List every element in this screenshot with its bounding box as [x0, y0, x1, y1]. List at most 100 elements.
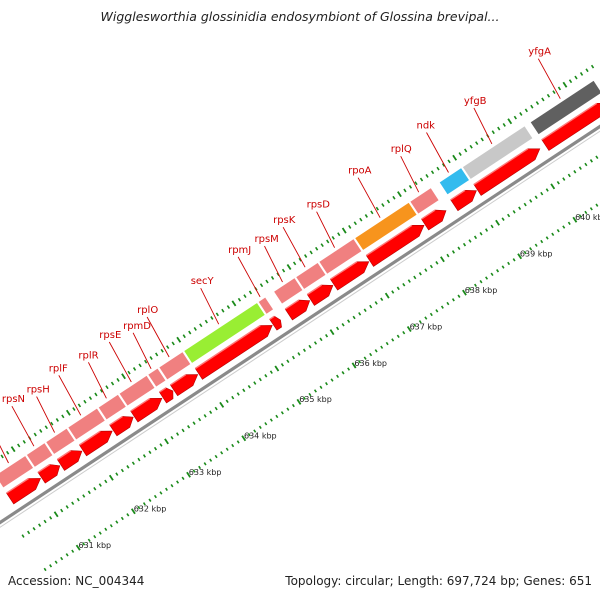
- leader-line-rpsK: [282, 226, 306, 268]
- tick-mark: [313, 389, 317, 393]
- tick-mark: [512, 258, 516, 262]
- leader-line-rpmJ: [237, 256, 261, 298]
- gene-label-rpoA: rpoA: [348, 166, 372, 177]
- tick-mark: [468, 287, 472, 291]
- tick-mark: [325, 333, 329, 338]
- tick-mark: [142, 454, 146, 458]
- gene-box-rpmJ: [257, 296, 275, 315]
- tick-label-640: 640 kbp: [575, 213, 600, 222]
- tick-mark: [331, 235, 335, 240]
- tick-mark: [408, 184, 413, 189]
- tick-mark: [98, 483, 102, 487]
- tick-mark: [247, 432, 251, 437]
- tick-mark: [424, 316, 428, 320]
- tick-mark: [50, 421, 54, 426]
- tick-mark: [214, 454, 218, 459]
- tick-mark: [243, 294, 247, 299]
- cds-bevel-rpsM: [284, 299, 300, 310]
- gene-label-rpsE: rpsE: [99, 330, 121, 341]
- tick-mark: [115, 472, 119, 476]
- tick-mark: [27, 530, 31, 535]
- tick-mark: [585, 68, 589, 73]
- tick-mark: [392, 195, 396, 200]
- tick-mark: [75, 544, 81, 551]
- tick-mark: [71, 501, 75, 506]
- tick-mark: [595, 155, 599, 160]
- tick-mark: [440, 305, 444, 309]
- tick-mark: [241, 435, 247, 442]
- tick-label-639: 639 kbp: [520, 250, 553, 259]
- tick-mark: [286, 264, 292, 270]
- tick-mark: [264, 422, 268, 426]
- tick-mark: [507, 261, 511, 266]
- tick-mark: [490, 272, 494, 277]
- tick-label-636: 636 kbp: [354, 359, 387, 368]
- tick-mark: [568, 79, 573, 84]
- tick-mark: [595, 203, 599, 207]
- tick-mark: [414, 181, 418, 186]
- tick-mark: [181, 428, 185, 433]
- tick-mark: [160, 348, 164, 353]
- tick-mark: [210, 316, 214, 320]
- tick-mark: [137, 457, 141, 462]
- summary-text: Topology: circular; Length: 697,724 bp; …: [285, 574, 592, 588]
- tick-mark: [552, 90, 556, 95]
- tick-mark: [153, 494, 157, 499]
- tick-mark: [82, 494, 86, 498]
- tick-mark: [479, 279, 483, 284]
- tick-mark: [545, 236, 549, 240]
- tick-mark: [381, 203, 385, 207]
- tick-label-634: 634 kbp: [244, 432, 277, 441]
- gene-track: [0, 79, 600, 489]
- tick-mark: [451, 298, 455, 302]
- tick-mark: [385, 341, 389, 346]
- tick-label-637: 637 kbp: [410, 322, 443, 331]
- tick-mark: [480, 137, 484, 142]
- tick-marks: [0, 64, 599, 572]
- tick-mark: [131, 461, 135, 466]
- tick-mark: [170, 435, 174, 440]
- tick-mark: [148, 450, 152, 455]
- tick-mark: [589, 159, 593, 163]
- tick-mark: [572, 216, 578, 223]
- tick-mark: [584, 210, 588, 215]
- leader-line-yfgB: [473, 107, 493, 145]
- tick-mark: [192, 469, 196, 473]
- tick-mark: [336, 326, 340, 331]
- tick-mark: [573, 170, 577, 174]
- tick-mark: [435, 309, 439, 313]
- leader-line-rplE: [0, 444, 9, 464]
- tick-mark: [203, 414, 207, 418]
- gene-label-secY: secY: [191, 276, 215, 287]
- tick-mark: [364, 214, 368, 218]
- tick-mark: [546, 93, 551, 98]
- cds-bevel-rplF: [79, 430, 101, 446]
- tick-mark: [380, 297, 384, 302]
- tick-mark: [209, 458, 213, 462]
- tick-mark: [165, 487, 168, 492]
- tick-mark: [292, 261, 297, 266]
- tick-mark: [126, 465, 130, 469]
- tick-mark: [475, 141, 479, 146]
- tick-mark: [170, 483, 174, 488]
- cds-track: [6, 102, 600, 505]
- tick-mark: [302, 348, 306, 353]
- cds-arrow-rplR: [109, 416, 134, 437]
- cds-bevel-rplR: [109, 415, 123, 426]
- leader-line-yfgA: [537, 58, 561, 99]
- tick-mark: [556, 180, 560, 185]
- tick-mark: [534, 195, 538, 200]
- gene-box-rplF: [67, 407, 106, 441]
- tick-mark: [6, 450, 10, 455]
- tick-mark: [149, 356, 153, 360]
- tick-mark: [274, 365, 280, 372]
- cds-arrow-rpsH: [56, 450, 83, 471]
- tick-mark: [248, 290, 253, 295]
- tick-mark: [535, 101, 540, 105]
- tick-mark: [226, 305, 231, 309]
- tick-mark: [447, 159, 451, 164]
- tick-mark: [39, 428, 43, 433]
- tick-mark: [291, 355, 295, 360]
- tick-mark: [43, 519, 47, 524]
- tick-mark: [72, 407, 76, 411]
